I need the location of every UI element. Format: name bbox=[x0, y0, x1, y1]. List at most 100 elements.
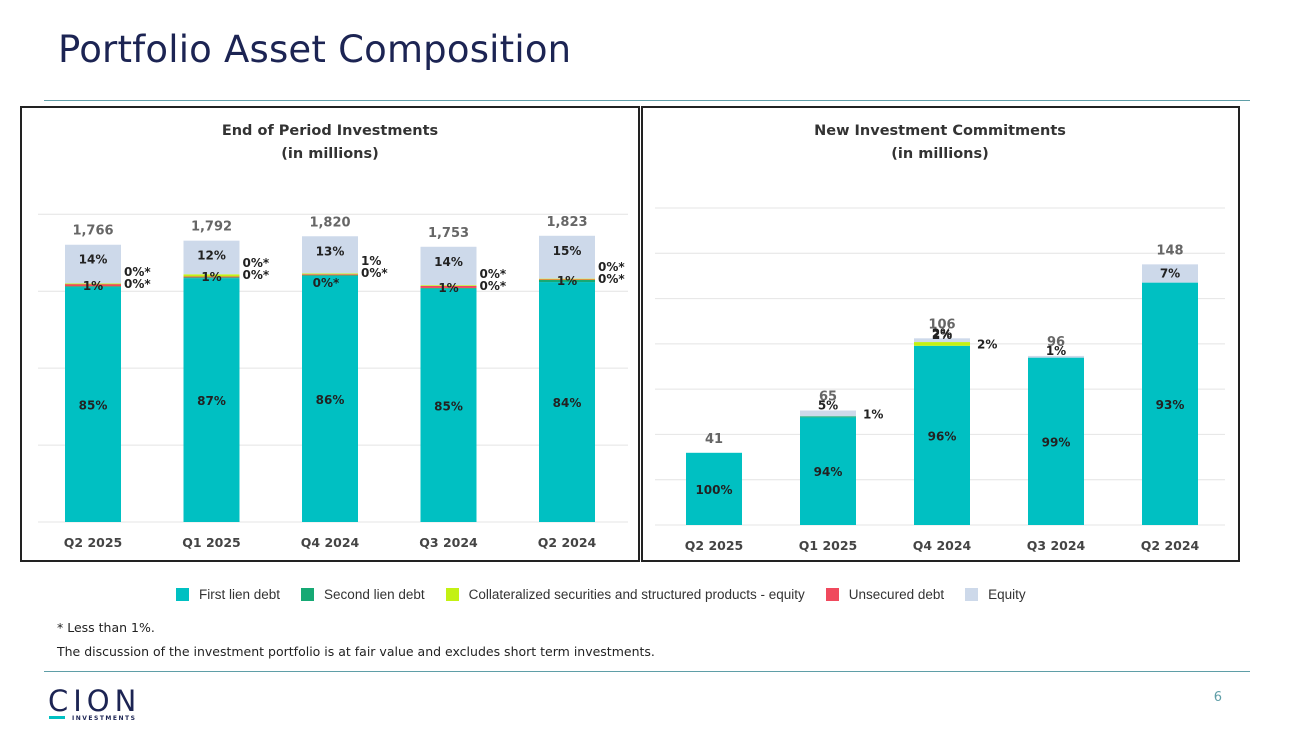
x-tick-label-q3-2024: Q3 2024 bbox=[1027, 538, 1086, 553]
outside-label-q3-2024-1: 0%* bbox=[480, 279, 507, 293]
legend-swatch-equity bbox=[965, 588, 979, 601]
data-label-collateralized-securities-and-structured-products-equity-q1-2025: 1% bbox=[201, 270, 221, 284]
data-label-equity-q2-2024: 15% bbox=[553, 244, 582, 258]
new-investment-commitments-chart: New Investment Commitments (in millions) 1… bbox=[641, 106, 1240, 562]
chart-title: End of Period Investments bbox=[222, 123, 438, 139]
total-label-q4-2024: 1,820 bbox=[309, 215, 350, 230]
x-tick-label-q1-2025: Q1 2025 bbox=[182, 535, 240, 550]
legend-swatch-unsecured bbox=[825, 588, 839, 601]
data-label-equity-q4-2024: 2% bbox=[932, 326, 952, 340]
bar-equity-q4-2024 bbox=[914, 338, 970, 343]
legend-label-second-lien: Second lien debt bbox=[324, 587, 425, 602]
bar-second-lien-debt-q1-2025 bbox=[183, 277, 240, 279]
outside-label-q1-2025-1: 0%* bbox=[243, 268, 270, 282]
data-label-first-lien-debt-q2-2025: 100% bbox=[695, 483, 732, 497]
x-tick-label-q2-2025: Q2 2025 bbox=[64, 535, 122, 550]
legend-label-equity: Equity bbox=[988, 587, 1026, 602]
chart-subtitle: (in millions) bbox=[891, 146, 989, 162]
bar-second-lien-debt-q3-2024 bbox=[420, 287, 477, 289]
bar-collateralized-securities-and-structured-products-equity-q3-2024 bbox=[420, 285, 477, 286]
bar-first-lien-debt-q2-2024 bbox=[539, 282, 595, 522]
total-label-q1-2025: 1,792 bbox=[191, 220, 232, 235]
bar-collateralized-securities-and-structured-products-equity-q4-2024 bbox=[302, 273, 358, 275]
outside-label-q1-2025-0: 1% bbox=[863, 408, 883, 422]
bar-first-lien-debt-q2-2024 bbox=[1142, 282, 1198, 525]
chart-legend: First lien debt Second lien debt Collate… bbox=[176, 587, 1047, 602]
data-label-equity-q2-2025: 14% bbox=[79, 253, 108, 267]
bar-first-lien-debt-q2-2025 bbox=[65, 287, 121, 522]
title-divider bbox=[44, 100, 1250, 101]
data-label-collateralized-securities-and-structured-products-equity-q4-2024: 0%* bbox=[313, 276, 340, 290]
footer-divider bbox=[44, 671, 1250, 672]
legend-label-clo: Collateralized securities and structured… bbox=[468, 587, 805, 602]
data-label-first-lien-debt-q2-2025: 85% bbox=[79, 399, 108, 413]
outside-label-q2-2024-0: 0%* bbox=[598, 260, 625, 274]
outside-label-q2-2025-1: 0%* bbox=[124, 277, 151, 291]
chart-1-group: New Investment Commitments (in millions) 1… bbox=[655, 123, 1225, 553]
chart-0-group: End of Period Investments (in millions) 85… bbox=[38, 123, 628, 550]
data-label-equity-q1-2025: 12% bbox=[197, 249, 226, 263]
bar-equity-q3-2024 bbox=[420, 246, 477, 286]
bar-first-lien-debt-q3-2024 bbox=[1028, 357, 1084, 525]
logo-accent-bar bbox=[49, 716, 65, 719]
bar-unsecured-debt-q2-2024 bbox=[539, 279, 595, 281]
x-tick-label-q2-2024: Q2 2024 bbox=[1141, 538, 1200, 553]
legend-swatch-second-lien bbox=[301, 588, 315, 601]
data-label-equity-q3-2024: 1% bbox=[1046, 344, 1066, 358]
bar-equity-q1-2025 bbox=[800, 410, 856, 417]
new-investment-commitments-svg: New Investment Commitments (in millions) 1… bbox=[655, 123, 1225, 553]
data-label-first-lien-debt-q2-2024: 84% bbox=[553, 396, 582, 410]
data-label-first-lien-debt-q4-2024: 86% bbox=[316, 393, 345, 407]
outside-label-q4-2024-0: 1% bbox=[361, 254, 381, 268]
bar-equity-q4-2024 bbox=[302, 236, 358, 274]
outside-label-q4-2024-1: 0%* bbox=[361, 266, 388, 280]
bar-collateralized-securities-and-structured-products-equity-q2-2025 bbox=[65, 283, 121, 285]
legend-label-unsecured: Unsecured debt bbox=[848, 587, 945, 602]
chart-title: New Investment Commitments bbox=[814, 123, 1066, 139]
total-label-q2-2025: 41 bbox=[705, 432, 723, 447]
bar-collateralized-securities-and-structured-products-equity-q2-2024 bbox=[539, 278, 595, 280]
x-tick-label-q2-2025: Q2 2025 bbox=[685, 538, 743, 553]
logo-wordmark: CION bbox=[48, 686, 141, 718]
data-label-first-lien-debt-q2-2024: 93% bbox=[1156, 398, 1185, 412]
data-label-first-lien-debt-q3-2024: 85% bbox=[434, 399, 463, 413]
data-label-first-lien-debt-q4-2024: 96% bbox=[928, 429, 957, 443]
outside-label-q3-2024-0: 0%* bbox=[480, 267, 507, 281]
data-label-first-lien-debt-q3-2024: 99% bbox=[1042, 435, 1071, 449]
footnote-fair-value: The discussion of the investment portfol… bbox=[57, 644, 655, 659]
data-label-equity-q1-2025: 5% bbox=[818, 399, 838, 413]
bar-unsecured-debt-q4-2024 bbox=[302, 274, 358, 276]
outside-label-q1-2025-0: 0%* bbox=[243, 256, 270, 270]
legend-swatch-clo bbox=[445, 588, 459, 601]
x-tick-label-q4-2024: Q4 2024 bbox=[913, 538, 972, 553]
legend-label-first-lien: First lien debt bbox=[199, 587, 281, 602]
legend-item-first-lien: First lien debt bbox=[176, 587, 280, 602]
x-tick-label-q4-2024: Q4 2024 bbox=[301, 535, 360, 550]
total-label-q2-2024: 1,823 bbox=[546, 215, 587, 230]
cion-logo-mark: CION INVESTMENTS bbox=[48, 684, 141, 722]
bar-first-lien-debt-q4-2024 bbox=[302, 276, 358, 522]
data-label-first-lien-debt-q1-2025: 94% bbox=[814, 465, 843, 479]
x-tick-label-q2-2024: Q2 2024 bbox=[538, 535, 597, 550]
end-of-period-investments-chart: End of Period Investments (in millions) 85… bbox=[20, 106, 640, 562]
bar-equity-q3-2024 bbox=[1028, 355, 1084, 358]
footnote-less-than-one: * Less than 1%. bbox=[57, 620, 155, 635]
bar-collateralized-securities-and-structured-products-equity-q1-2025 bbox=[183, 274, 240, 277]
legend-swatch-first-lien bbox=[176, 588, 189, 601]
bar-first-lien-debt-q4-2024 bbox=[914, 345, 970, 525]
legend-item-unsecured: Unsecured debt bbox=[825, 587, 945, 602]
bar-unsecured-debt-q3-2024 bbox=[420, 285, 477, 288]
data-label-equity-q3-2024: 14% bbox=[434, 255, 463, 269]
outside-label-q2-2024-1: 0%* bbox=[598, 272, 625, 286]
x-tick-label-q3-2024: Q3 2024 bbox=[419, 535, 478, 550]
data-label-unsecured-debt-q3-2024: 1% bbox=[438, 281, 458, 295]
bar-second-lien-debt-q2-2024 bbox=[539, 279, 595, 283]
data-label-second-lien-debt-q2-2024: 1% bbox=[557, 274, 577, 288]
data-label-unsecured-debt-q2-2025: 1% bbox=[83, 279, 103, 293]
bar-unsecured-debt-q1-2025 bbox=[183, 276, 240, 278]
total-label-q3-2024: 1,753 bbox=[428, 226, 469, 241]
chart-subtitle: (in millions) bbox=[281, 146, 379, 162]
bar-equity-q2-2024 bbox=[1142, 264, 1198, 283]
outside-label-q4-2024-0: 2% bbox=[977, 337, 997, 351]
end-of-period-investments-svg: End of Period Investments (in millions) 85… bbox=[38, 123, 628, 550]
